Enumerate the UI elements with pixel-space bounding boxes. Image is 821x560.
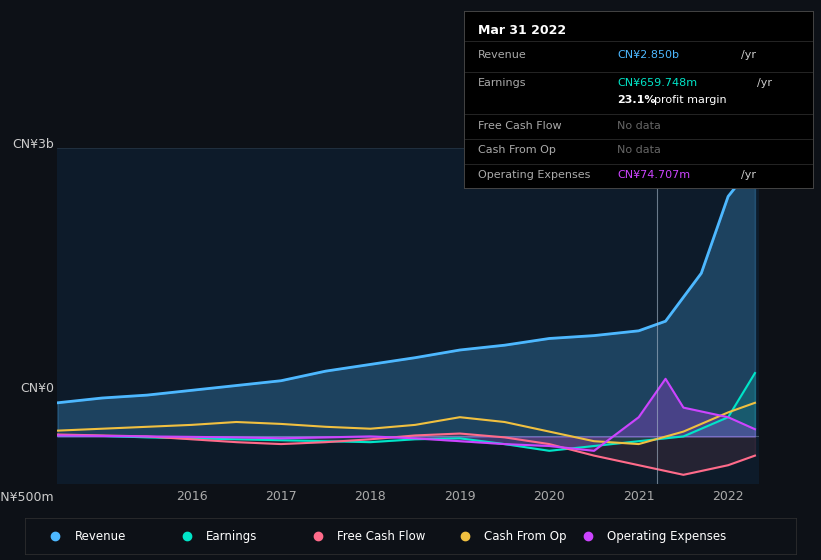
Text: CN¥74.707m: CN¥74.707m — [617, 170, 690, 180]
Text: Operating Expenses: Operating Expenses — [608, 530, 727, 543]
Text: Revenue: Revenue — [478, 50, 526, 60]
Text: Cash From Op: Cash From Op — [478, 144, 556, 155]
Text: Revenue: Revenue — [75, 530, 126, 543]
Text: /yr: /yr — [741, 50, 756, 60]
Text: Operating Expenses: Operating Expenses — [478, 170, 590, 180]
Text: Mar 31 2022: Mar 31 2022 — [478, 24, 566, 36]
Text: CN¥2.850b: CN¥2.850b — [617, 50, 680, 60]
Text: No data: No data — [617, 121, 661, 131]
Text: Free Cash Flow: Free Cash Flow — [478, 121, 562, 131]
Text: profit margin: profit margin — [654, 95, 727, 105]
Text: Earnings: Earnings — [478, 78, 526, 88]
Text: No data: No data — [617, 144, 661, 155]
Text: Earnings: Earnings — [206, 530, 257, 543]
Text: CN¥659.748m: CN¥659.748m — [617, 78, 698, 88]
Text: Cash From Op: Cash From Op — [484, 530, 566, 543]
Text: Free Cash Flow: Free Cash Flow — [337, 530, 425, 543]
Text: /yr: /yr — [757, 78, 772, 88]
Text: -CN¥500m: -CN¥500m — [0, 491, 54, 504]
Text: CN¥3b: CN¥3b — [12, 138, 54, 151]
Text: /yr: /yr — [741, 170, 756, 180]
Text: 23.1%: 23.1% — [617, 95, 656, 105]
Text: CN¥0: CN¥0 — [20, 382, 54, 395]
